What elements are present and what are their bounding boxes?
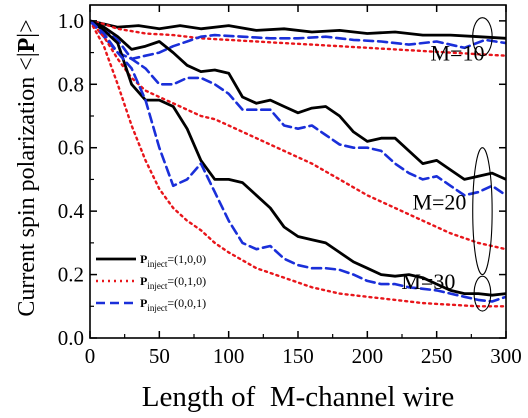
x-tick-label: 200 bbox=[352, 344, 384, 368]
group-label: M=30 bbox=[401, 269, 455, 294]
y-tick-label: 1.0 bbox=[58, 9, 84, 33]
y-tick-label: 0.4 bbox=[58, 199, 85, 223]
group-label: M=20 bbox=[412, 190, 466, 215]
group-label: M=10 bbox=[430, 41, 484, 66]
legend: Pinject=(1,0,0) Pinject=(0,1,0) Pinject=(0… bbox=[96, 252, 206, 313]
y-tick-label: 0.6 bbox=[58, 136, 84, 160]
y-axis-label-prefix: Current spin polarization <| bbox=[14, 52, 40, 316]
group-ellipse bbox=[472, 17, 493, 57]
y-axis-label: Current spin polarization <|P|> bbox=[14, 19, 40, 316]
legend-entry-label: Pinject=(0,0,1) bbox=[140, 296, 206, 313]
y-axis-label-suffix: |> bbox=[14, 19, 40, 37]
series-line-m30-dash bbox=[90, 19, 506, 303]
legend-entry-label: Pinject=(1,0,0) bbox=[140, 252, 206, 269]
y-axis-label-symbol: P bbox=[14, 38, 40, 53]
series-line-m30-dot bbox=[90, 19, 506, 308]
series-line-m10-solid bbox=[90, 19, 506, 40]
series-line-m30-solid bbox=[90, 19, 506, 297]
group-ellipse bbox=[472, 147, 493, 276]
tick-layer: 0 50 100 150 200 250 300 0.0 0.2 0.4 0.6 0.8 1.0 bbox=[58, 5, 522, 368]
x-tick-label: 250 bbox=[421, 344, 453, 368]
annotation-layer: M=10 M=20 M=30 bbox=[401, 41, 484, 294]
series-line-m10-dot bbox=[90, 19, 506, 57]
y-tick-label: 0.0 bbox=[58, 326, 84, 350]
ellipse-layer bbox=[472, 17, 493, 312]
legend-entry-label: Pinject=(0,1,0) bbox=[140, 274, 206, 291]
x-axis-label: Length of M-channel wire bbox=[142, 381, 454, 413]
series-layer bbox=[90, 19, 506, 308]
x-tick-label: 0 bbox=[85, 344, 96, 368]
group-ellipse bbox=[473, 275, 492, 312]
y-tick-label: 0.2 bbox=[58, 263, 84, 287]
series-line-m20-dash bbox=[90, 19, 506, 197]
x-tick-label: 300 bbox=[490, 344, 522, 368]
x-tick-label: 50 bbox=[149, 344, 170, 368]
x-tick-label: 100 bbox=[213, 344, 245, 368]
series-line-m20-solid bbox=[90, 19, 506, 181]
y-tick-label: 0.8 bbox=[58, 72, 84, 96]
series-line-m10-dash bbox=[90, 19, 506, 61]
x-tick-label: 150 bbox=[282, 344, 314, 368]
